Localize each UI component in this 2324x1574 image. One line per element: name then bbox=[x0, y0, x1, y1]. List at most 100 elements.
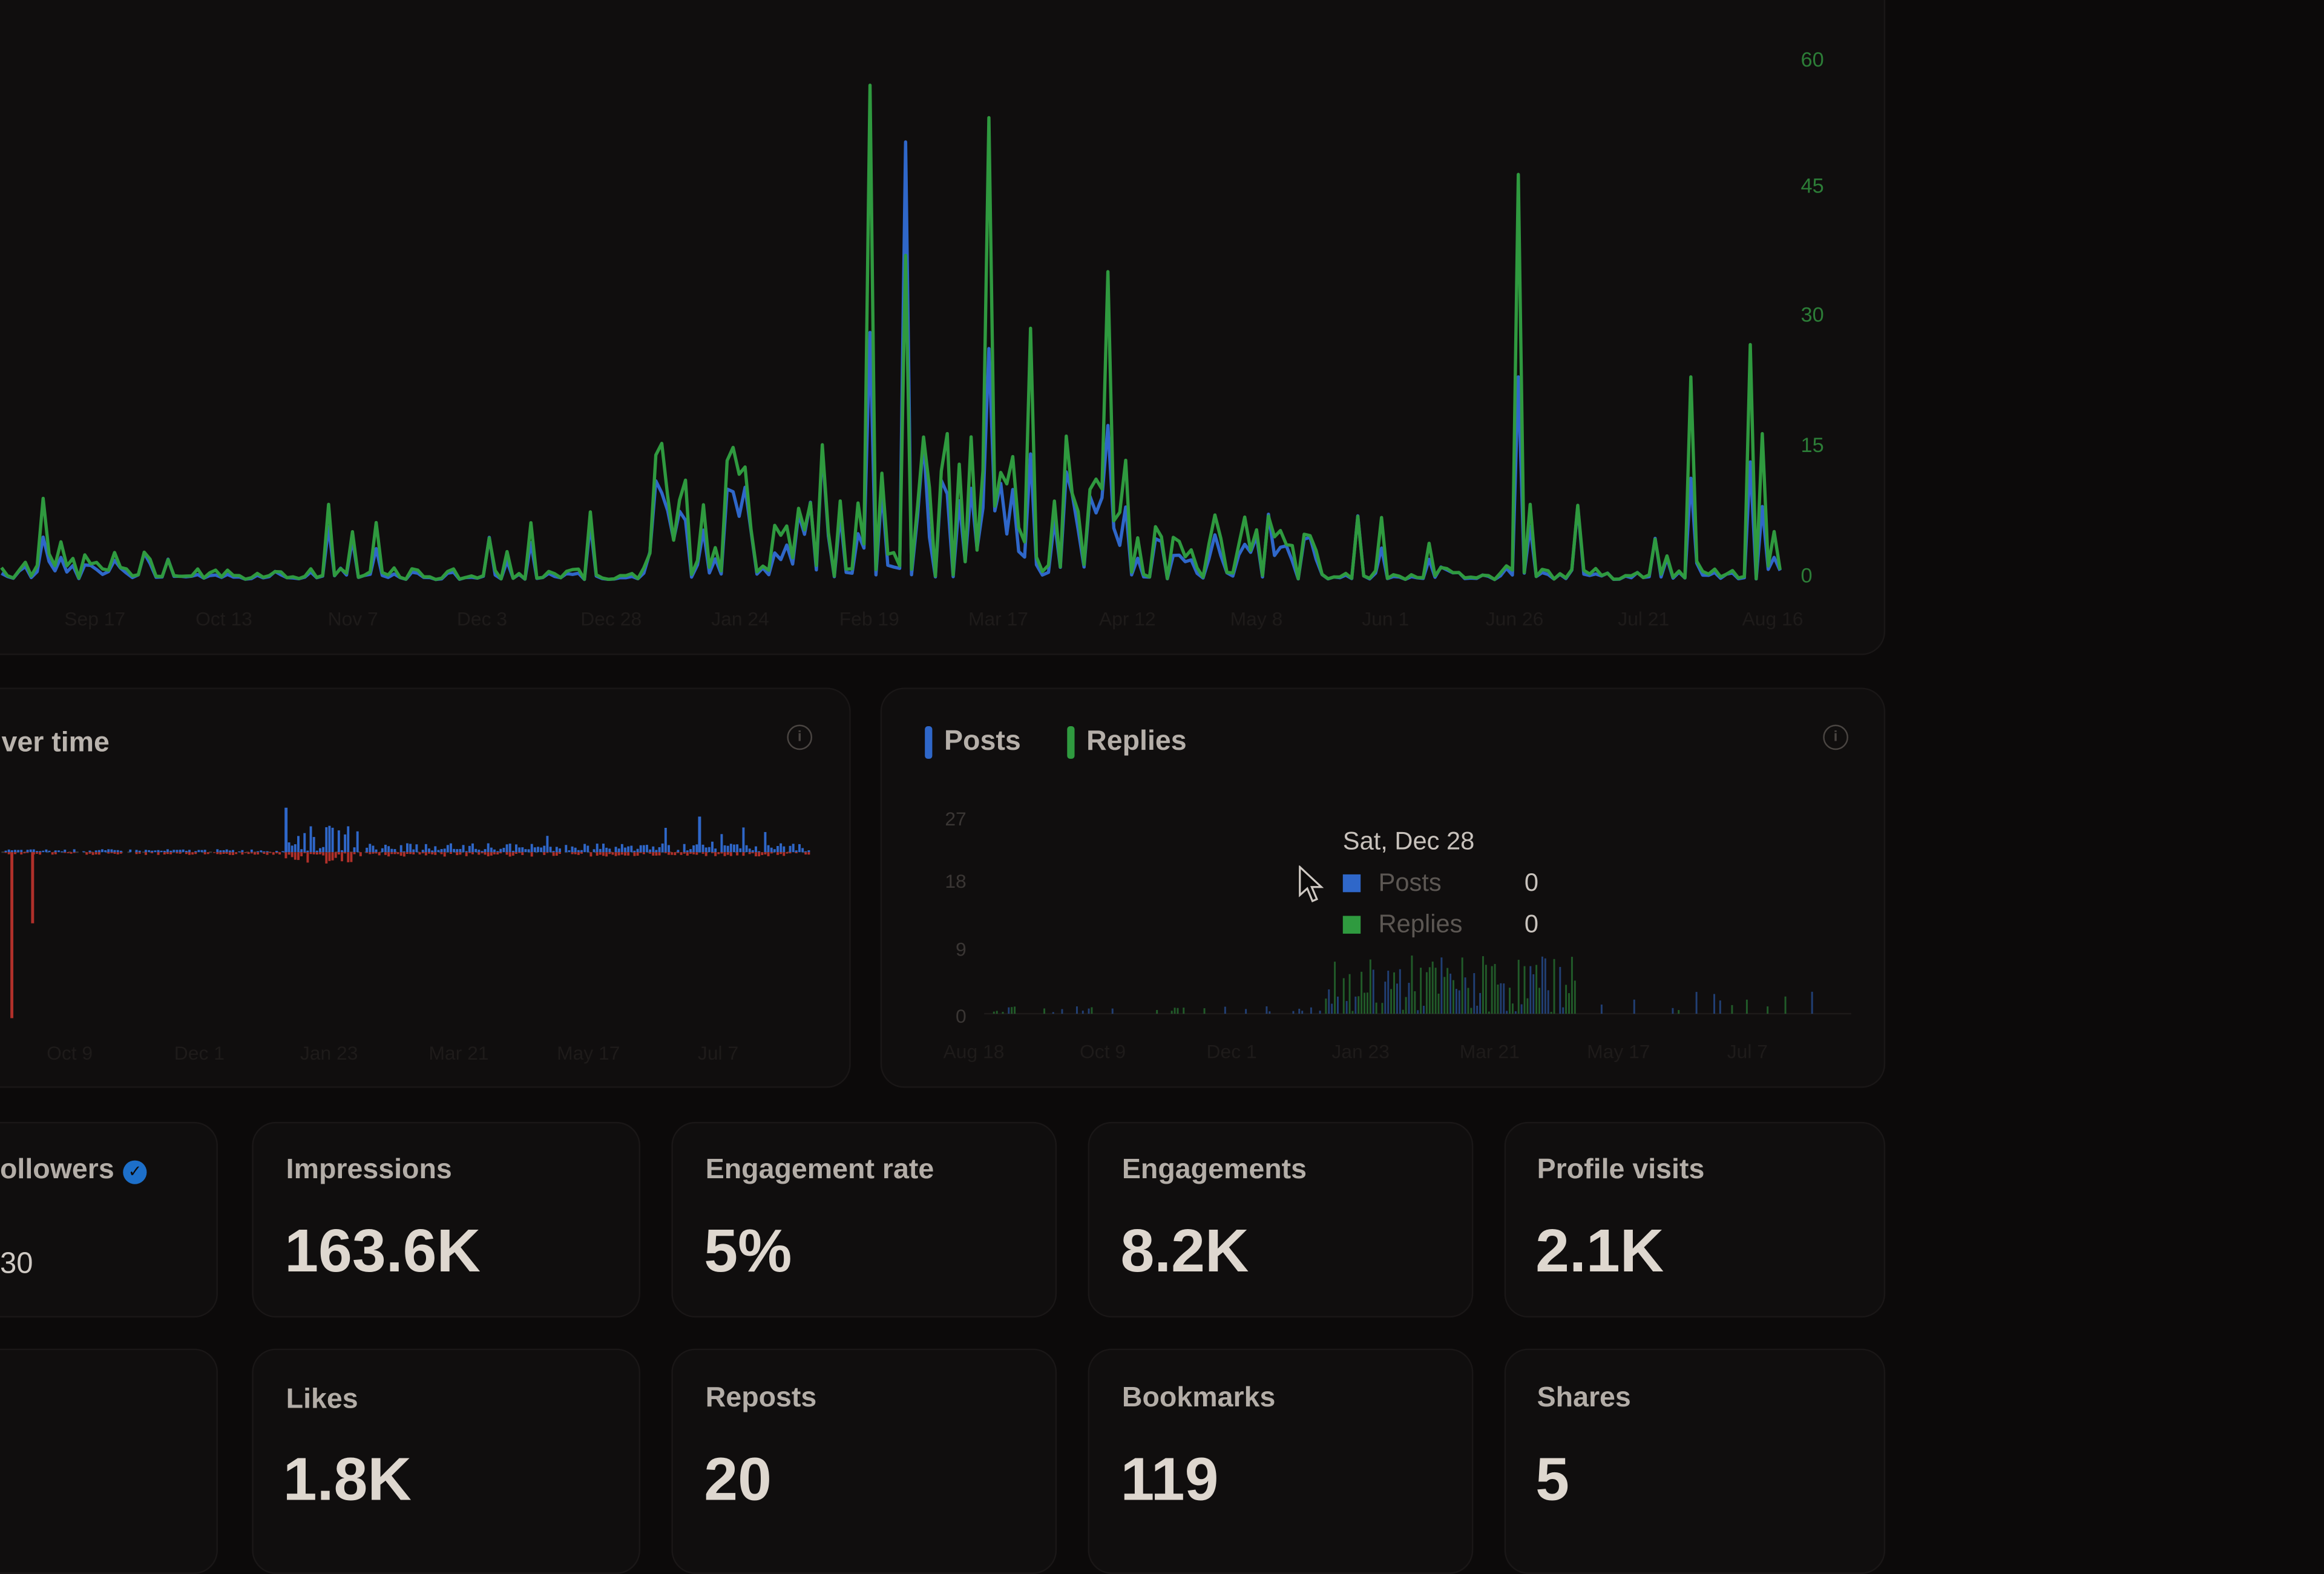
over-time-negative-bar bbox=[185, 852, 188, 854]
over-time-positive-bar bbox=[450, 843, 452, 853]
over-time-positive-bar bbox=[29, 849, 32, 853]
over-time-negative-bar bbox=[608, 852, 611, 854]
metric-card-engagement-rate[interactable] bbox=[671, 1121, 1057, 1318]
metric-card-followers[interactable] bbox=[0, 1121, 218, 1318]
over-time-positive-bar bbox=[431, 850, 434, 853]
over-time-positive-bar bbox=[182, 849, 185, 853]
over-time-positive-bar bbox=[306, 850, 309, 853]
over-time-negative-bar bbox=[10, 852, 14, 1018]
over-time-negative-bar bbox=[642, 852, 645, 854]
over-time-positive-bar bbox=[281, 851, 284, 853]
over-time-positive-bar bbox=[322, 847, 325, 853]
posts-replies-bar bbox=[1224, 1006, 1226, 1014]
posts-replies-bar bbox=[1390, 989, 1393, 1014]
activity-line-chart[interactable]: 60 45 30 15 0 Sep 17 Oct 13 Nov 7 Dec 3 Dec 28 Jan… bbox=[0, 0, 1884, 654]
metric-card-bookmarks[interactable] bbox=[1088, 1348, 1474, 1574]
posts-replies-bar bbox=[1245, 1009, 1247, 1014]
over-time-negative-bar bbox=[617, 852, 620, 856]
over-time-positive-bar bbox=[45, 849, 48, 853]
legend-posts[interactable]: Posts bbox=[925, 726, 1021, 759]
posts-replies-bar bbox=[1467, 988, 1469, 1014]
over-time-positive-bar bbox=[297, 836, 300, 853]
over-time-positive-bar bbox=[633, 850, 636, 853]
posts-replies-bar bbox=[1183, 1008, 1185, 1014]
over-time-negative-bar bbox=[742, 852, 745, 856]
replies-legend-swatch bbox=[1067, 726, 1075, 759]
over-time-positive-bar bbox=[617, 848, 620, 853]
posts-replies-bar bbox=[1532, 974, 1535, 1014]
posts-replies-bar bbox=[1553, 959, 1555, 1014]
over-time-positive-bar bbox=[546, 836, 549, 853]
over-time-positive-bar bbox=[399, 845, 402, 853]
over-time-negative-bar bbox=[505, 852, 508, 855]
y-tick-label: 15 bbox=[1801, 434, 1824, 457]
metric-card-reposts[interactable] bbox=[671, 1348, 1057, 1574]
over-time-negative-bar bbox=[711, 852, 714, 853]
metric-card-profile-visits[interactable] bbox=[1504, 1121, 1886, 1318]
over-time-negative-bar bbox=[312, 852, 315, 854]
over-time-negative-bar bbox=[596, 852, 599, 856]
info-icon[interactable]: i bbox=[1823, 724, 1848, 750]
over-time-positive-bar bbox=[767, 845, 770, 853]
over-time-negative-bar bbox=[384, 852, 387, 855]
posts-replies-bar bbox=[1366, 992, 1368, 1014]
over-time-positive-bar bbox=[755, 846, 757, 853]
over-time-positive-bar bbox=[714, 848, 717, 853]
metric-card-shares[interactable] bbox=[1504, 1348, 1886, 1574]
over-time-positive-bar bbox=[736, 844, 739, 853]
posts-replies-bar bbox=[1381, 1003, 1384, 1014]
over-time-negative-bar bbox=[671, 852, 674, 855]
over-time-positive-bar bbox=[652, 846, 655, 853]
posts-replies-bar bbox=[1731, 1005, 1733, 1014]
posts-replies-bar bbox=[1061, 1009, 1063, 1014]
posts-replies-bar bbox=[1156, 1010, 1158, 1014]
x-tick-label: Jun 1 bbox=[1362, 608, 1409, 629]
over-time-positive-bar bbox=[745, 845, 748, 853]
posts-replies-bar bbox=[1470, 1008, 1472, 1014]
over-time-positive-bar bbox=[250, 849, 253, 853]
posts-replies-bar-chart[interactable]: 27 18 9 0 Aug 18 Oct 9 Dec 1 Jan 23 Mar 21 May 17… bbox=[881, 687, 1883, 1084]
metric-card-impressions[interactable] bbox=[252, 1121, 640, 1318]
over-time-positive-bar bbox=[481, 851, 484, 853]
over-time-positive-bar bbox=[200, 850, 203, 853]
over-time-positive-bar bbox=[499, 848, 502, 853]
posts-replies-bar bbox=[1428, 967, 1431, 1014]
x-tick-label: Feb 19 bbox=[839, 608, 899, 629]
info-icon[interactable]: i bbox=[787, 724, 813, 750]
over-time-negative-bar bbox=[692, 852, 695, 854]
over-time-positive-bar bbox=[543, 845, 546, 853]
over-time-bar-chart[interactable]: Oct 9 Dec 1 Jan 23 Mar 21 May 17 Jul 7 bbox=[0, 689, 849, 1086]
posts-replies-bar bbox=[1357, 996, 1360, 1014]
metric-card-likes[interactable] bbox=[252, 1348, 640, 1574]
over-time-negative-bar bbox=[658, 852, 661, 856]
over-time-negative-bar bbox=[4, 852, 7, 853]
posts-replies-bar bbox=[1269, 1011, 1271, 1014]
posts-replies-bar bbox=[1014, 1006, 1016, 1014]
over-time-positive-bar bbox=[437, 850, 440, 853]
over-time-positive-bar bbox=[580, 850, 583, 853]
over-time-positive-bar bbox=[443, 848, 446, 853]
posts-replies-bar bbox=[1745, 999, 1748, 1014]
over-time-positive-bar bbox=[393, 849, 396, 853]
reposts-label: Reposts bbox=[705, 1382, 817, 1414]
over-time-positive-bar bbox=[614, 847, 617, 853]
over-time-negative-bar bbox=[157, 852, 160, 855]
legend-replies[interactable]: Replies bbox=[1067, 726, 1187, 759]
posts-replies-bar bbox=[1488, 1011, 1490, 1014]
metric-card-engagements[interactable] bbox=[1088, 1121, 1474, 1318]
tooltip-date: Sat, Dec 28 bbox=[1342, 827, 1475, 856]
over-time-positive-bar bbox=[471, 843, 474, 853]
posts-replies-bar bbox=[1678, 1010, 1680, 1014]
x-tick-label: Sep 17 bbox=[64, 608, 125, 629]
x-tick-label: Aug 16 bbox=[1742, 608, 1804, 629]
over-time-positive-bar bbox=[624, 847, 626, 853]
over-time-positive-bar bbox=[530, 844, 533, 853]
over-time-negative-bar bbox=[135, 852, 138, 854]
posts-replies-bar bbox=[1443, 977, 1446, 1014]
over-time-negative-bar bbox=[14, 852, 16, 854]
over-time-negative-bar bbox=[434, 852, 437, 855]
over-time-negative-bar bbox=[636, 852, 639, 856]
posts-replies-bar bbox=[1384, 982, 1387, 1014]
over-time-negative-bar bbox=[717, 852, 720, 854]
over-time-negative-bar bbox=[257, 852, 260, 854]
